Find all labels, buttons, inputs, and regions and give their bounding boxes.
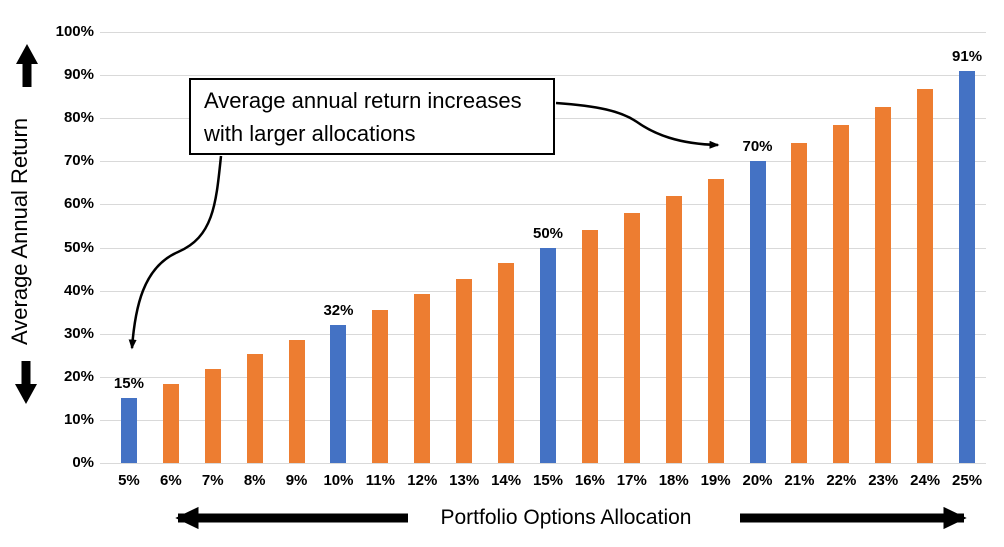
y-tick-label: 30% bbox=[63, 324, 94, 342]
annotation-arrow-to-20pct-bar bbox=[555, 101, 720, 149]
x-tick-label: 18% bbox=[658, 472, 689, 489]
bar bbox=[204, 369, 221, 463]
bar bbox=[917, 88, 934, 463]
bar bbox=[456, 278, 473, 463]
x-tick-label: 15% bbox=[532, 472, 564, 489]
bar bbox=[498, 263, 515, 463]
x-tick-label: 7% bbox=[201, 472, 224, 489]
x-tick-label: 17% bbox=[616, 472, 647, 489]
x-tick-label: 5% bbox=[118, 472, 140, 489]
x-tick-label: 22% bbox=[826, 472, 857, 489]
bar-data-label: 50% bbox=[532, 224, 564, 242]
y-tick-label: 0% bbox=[72, 454, 94, 471]
x-tick-label: 19% bbox=[700, 472, 731, 489]
bar-data-label: 15% bbox=[113, 375, 144, 393]
y-tick-label: 60% bbox=[63, 195, 94, 213]
bar bbox=[288, 339, 305, 463]
x-tick-label: 10% bbox=[323, 472, 354, 489]
bar bbox=[372, 309, 389, 463]
bar bbox=[875, 106, 892, 463]
x-tick-label: 23% bbox=[868, 472, 899, 489]
x-tick-label: 25% bbox=[952, 472, 983, 489]
x-tick-label: 9% bbox=[285, 472, 308, 489]
x-tick-label: 12% bbox=[407, 472, 438, 489]
y-axis-down-arrow-icon bbox=[15, 361, 37, 404]
bar bbox=[791, 143, 808, 463]
x-tick-label: 11% bbox=[365, 472, 395, 489]
bar bbox=[162, 383, 179, 463]
gridline bbox=[100, 204, 986, 206]
bar bbox=[540, 247, 556, 463]
x-tick-label: 20% bbox=[742, 472, 773, 489]
gridline bbox=[100, 75, 986, 77]
x-tick-label: 14% bbox=[491, 472, 522, 489]
gridline bbox=[100, 463, 986, 464]
gridline bbox=[100, 161, 986, 163]
annotation-box: Average annual return increases with lar… bbox=[189, 78, 555, 155]
annotation-arrow-to-5pct-bar bbox=[128, 155, 223, 350]
y-tick-label: 100% bbox=[55, 23, 94, 40]
y-tick-label: 80% bbox=[63, 109, 94, 127]
y-tick-label: 70% bbox=[63, 152, 94, 170]
y-tick-label: 90% bbox=[63, 66, 94, 84]
x-tick-label: 13% bbox=[449, 472, 480, 489]
x-tick-label: 8% bbox=[243, 472, 266, 489]
bar bbox=[749, 161, 766, 463]
y-tick-label: 20% bbox=[63, 367, 94, 385]
bar bbox=[120, 398, 137, 463]
bar bbox=[665, 195, 682, 463]
y-tick-label: 40% bbox=[63, 281, 94, 299]
x-axis-title: Portfolio Options Allocation bbox=[440, 506, 692, 529]
y-axis-title: Average Annual Return bbox=[7, 117, 32, 345]
y-tick-label: 50% bbox=[63, 238, 94, 256]
bar-data-label: 70% bbox=[742, 138, 773, 156]
bar-data-label: 91% bbox=[952, 47, 983, 65]
bar-data-label: 32% bbox=[323, 302, 354, 320]
bar bbox=[707, 178, 724, 463]
bar bbox=[581, 230, 598, 463]
bar bbox=[246, 354, 263, 463]
y-axis-up-arrow-icon bbox=[16, 44, 38, 87]
annotation-text: Average annual return increases with lar… bbox=[204, 87, 522, 146]
gridline bbox=[100, 32, 986, 33]
bar bbox=[414, 294, 431, 463]
bar bbox=[959, 70, 976, 463]
x-tick-label: 24% bbox=[910, 472, 941, 489]
x-tick-label: 16% bbox=[574, 472, 605, 489]
x-tick-label: 6% bbox=[160, 472, 182, 489]
y-tick-label: 10% bbox=[63, 410, 94, 428]
bar bbox=[833, 125, 850, 463]
x-tick-label: 21% bbox=[784, 472, 815, 489]
bar bbox=[623, 213, 640, 463]
bar bbox=[330, 325, 347, 463]
